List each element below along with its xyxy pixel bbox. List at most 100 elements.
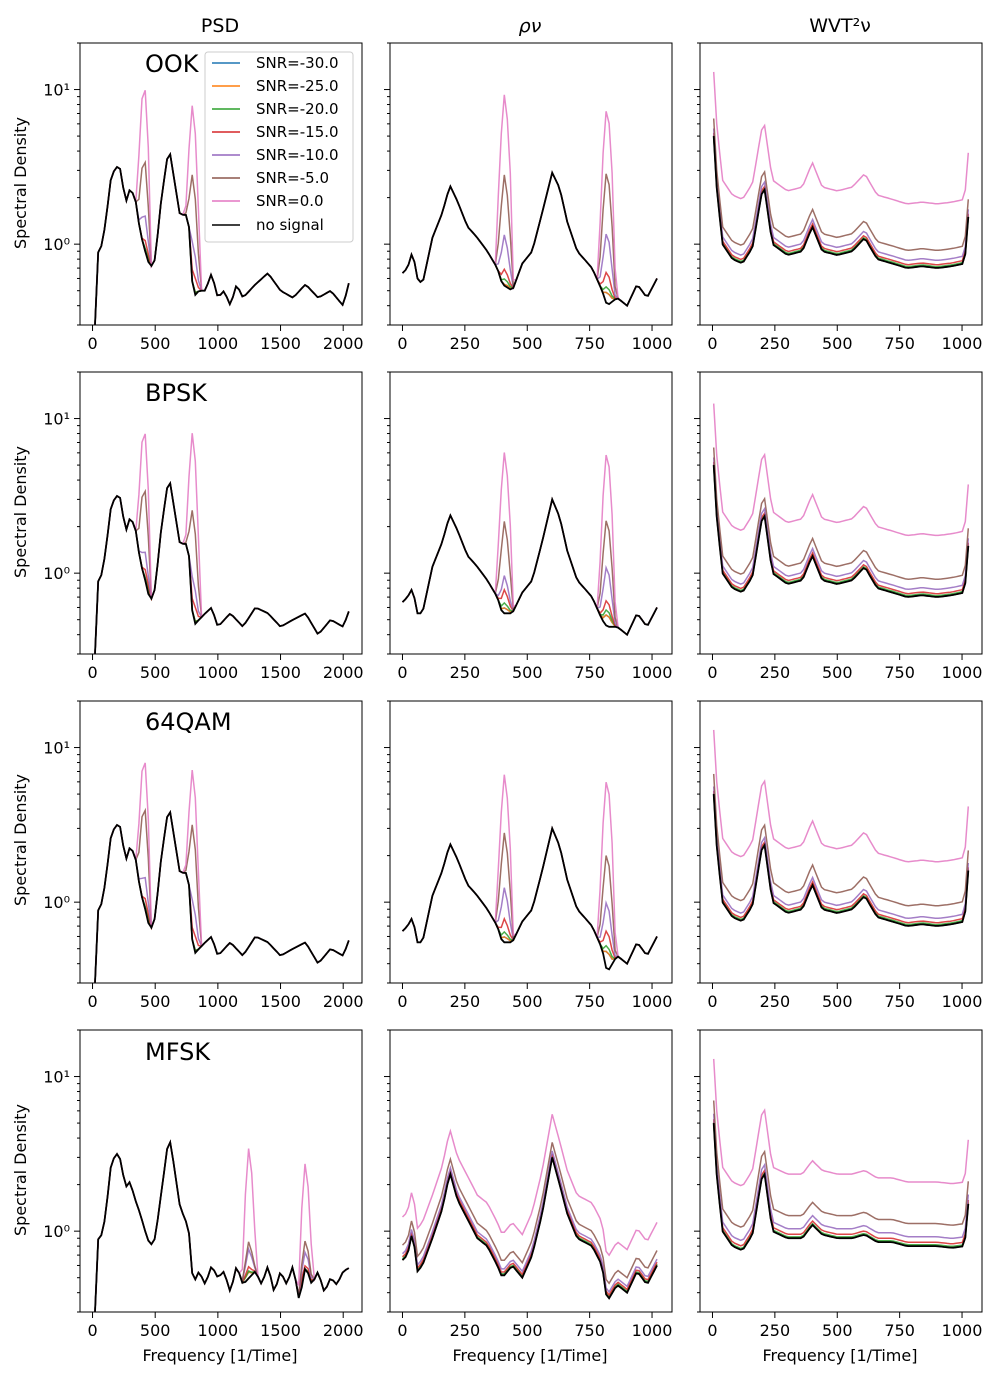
panel-ook-rho: 0 250 500 750 1000 xyxy=(384,42,673,353)
legend-entry: no signal xyxy=(212,216,324,234)
x-tick-label: 1000 xyxy=(632,992,673,1011)
x-tick-label: 1000 xyxy=(942,334,983,353)
x-tick-label: 250 xyxy=(760,663,791,682)
panel-mfsk-psd: 10⁰ 10¹ 0 500 1000 1500 2000 xyxy=(43,1029,364,1340)
series-line-snr-5 xyxy=(401,497,658,636)
x-tick-label: 500 xyxy=(140,334,171,353)
x-tick-label: 2000 xyxy=(323,1321,364,1340)
series-line-snr-10 xyxy=(401,497,658,636)
x-tick-label: 0 xyxy=(397,992,407,1011)
panel-bpsk-psd: 10⁰ 10¹ 0 500 1000 1500 2000 xyxy=(43,371,364,682)
legend-label-snr-5: SNR=-5.0 xyxy=(256,169,329,187)
x-tick-label: 1500 xyxy=(260,334,301,353)
series-line-snr-0 xyxy=(712,403,970,537)
series-line-snr-15 xyxy=(401,170,658,307)
legend-entry: SNR=-10.0 xyxy=(212,146,339,164)
y-tick-label: 10¹ xyxy=(43,410,70,429)
series-line-snr-10 xyxy=(401,170,658,307)
panel-64qam-rho: 0 250 500 750 1000 xyxy=(384,700,673,1011)
series-line-snr-25 xyxy=(401,497,658,636)
x-tick-label: 1000 xyxy=(632,1321,673,1340)
legend-entry: SNR=-5.0 xyxy=(212,169,329,187)
x-tick-label: 750 xyxy=(884,1321,915,1340)
ylabel-row-2: Spectral Density xyxy=(11,446,30,578)
row-label-bpsk: BPSK xyxy=(145,379,208,407)
series-line-snr-20 xyxy=(401,1155,658,1299)
series-line-snr-10 xyxy=(401,826,658,965)
series-line-snr-30 xyxy=(401,1157,658,1300)
legend-entry: SNR=0.0 xyxy=(212,192,324,210)
series-line-snr-20 xyxy=(94,481,350,655)
series-line-snr-15 xyxy=(94,481,350,655)
legend-entry: SNR=-30.0 xyxy=(212,54,339,72)
x-tick-label: 250 xyxy=(450,992,481,1011)
series-line-snr-15 xyxy=(401,497,658,636)
series-line-snr-30 xyxy=(401,826,658,965)
x-tick-label: 0 xyxy=(87,992,97,1011)
x-tick-label: 250 xyxy=(450,663,481,682)
series-line-snr-5 xyxy=(712,1100,970,1228)
series-line-snr-10 xyxy=(94,481,350,655)
x-tick-label: 750 xyxy=(574,334,605,353)
xlabel-psd: Frequency [1/Time] xyxy=(143,1346,298,1365)
x-tick-label: 1000 xyxy=(942,1321,983,1340)
legend-label-no-signal: no signal xyxy=(256,216,324,234)
axes-frame xyxy=(699,1029,983,1313)
series-line-snr-10 xyxy=(712,457,970,591)
x-tick-label: 500 xyxy=(140,663,171,682)
x-tick-label: 500 xyxy=(512,334,543,353)
series-line-no-signal xyxy=(712,794,970,927)
x-tick-label: 500 xyxy=(822,992,853,1011)
ylabel-row-4: Spectral Density xyxy=(11,1104,30,1236)
series-line-snr-20 xyxy=(401,826,658,965)
series-line-no-signal xyxy=(94,151,350,326)
series-line-snr-15 xyxy=(401,1153,658,1297)
series-line-snr-20 xyxy=(94,810,350,984)
x-tick-label: 1000 xyxy=(942,992,983,1011)
series-line-snr-10 xyxy=(712,1113,970,1242)
x-tick-label: 0 xyxy=(707,334,717,353)
panel-bpsk-wvt: 0 250 500 750 1000 xyxy=(694,371,983,682)
x-tick-label: 1000 xyxy=(632,334,673,353)
series-line-snr-15 xyxy=(712,132,970,266)
x-tick-label: 750 xyxy=(884,663,915,682)
panels-group: 10⁰ 10¹ 0 500 1000 1500 2000 0 250 500 750 1000 0 250… xyxy=(43,42,983,1340)
series-line-snr-0 xyxy=(712,71,970,205)
series-line-snr-5 xyxy=(401,170,658,307)
axes-frame xyxy=(79,700,363,984)
series-line-snr-0 xyxy=(94,1139,350,1313)
x-tick-label: 250 xyxy=(760,992,791,1011)
x-tick-label: 500 xyxy=(140,992,171,1011)
series-line-no-signal xyxy=(401,496,658,637)
series-line-no-signal xyxy=(401,1157,658,1300)
panel-mfsk-rho: 0 250 500 750 1000 xyxy=(384,1029,673,1340)
x-tick-label: 1500 xyxy=(260,1321,301,1340)
series-line-snr-10 xyxy=(94,810,350,984)
x-tick-label: 500 xyxy=(512,663,543,682)
series-line-snr-30 xyxy=(94,481,350,655)
x-tick-label: 500 xyxy=(512,992,543,1011)
panel-ook-psd: 10⁰ 10¹ 0 500 1000 1500 2000 xyxy=(43,42,364,353)
x-tick-label: 250 xyxy=(760,1321,791,1340)
series-line-snr-0 xyxy=(401,774,658,965)
x-tick-label: 750 xyxy=(574,1321,605,1340)
x-tick-label: 750 xyxy=(574,992,605,1011)
series-line-snr-5 xyxy=(401,826,658,965)
column-title-wvt: WVT²ν xyxy=(809,15,871,37)
x-tick-label: 250 xyxy=(450,1321,481,1340)
series-line-no-signal xyxy=(401,170,658,308)
axes-frame xyxy=(79,371,363,655)
column-title-rho: ρν xyxy=(519,15,542,37)
ylabel-row-3: Spectral Density xyxy=(11,774,30,906)
axes-frame xyxy=(699,371,983,655)
series-line-no-signal xyxy=(94,809,350,984)
panel-64qam-psd: 10⁰ 10¹ 0 500 1000 1500 2000 xyxy=(43,700,364,1011)
y-tick-label: 10⁰ xyxy=(43,235,70,254)
panel-bpsk-rho: 0 250 500 750 1000 xyxy=(384,371,673,682)
axes-frame xyxy=(389,700,673,984)
x-tick-label: 0 xyxy=(397,334,407,353)
axes-frame xyxy=(389,42,673,326)
x-tick-label: 1000 xyxy=(632,663,673,682)
y-tick-label: 10¹ xyxy=(43,81,70,100)
